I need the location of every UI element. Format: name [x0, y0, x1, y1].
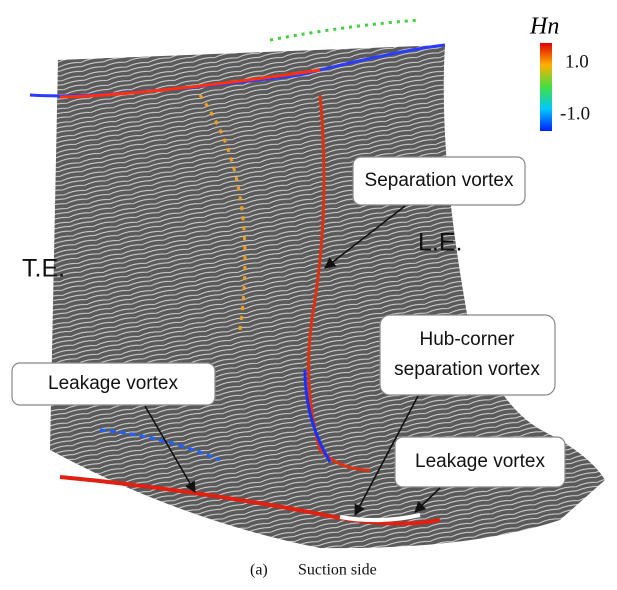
colorbar-tick: 1.0: [565, 51, 589, 72]
colorbar: [540, 43, 552, 131]
colorbar-tick: -1.0: [560, 103, 590, 124]
te-label: T.E.: [22, 255, 65, 283]
callout-text: Hub-corner: [419, 329, 515, 350]
caption-panel: (a): [250, 562, 268, 579]
callout-text: Separation vortex: [365, 170, 514, 191]
callout-text: Leakage vortex: [48, 373, 178, 394]
callout-box: [380, 315, 555, 395]
callout-text: Leakage vortex: [415, 451, 545, 472]
figure: Hn 1.0 -1.0 T.E. L.E. Separation vortex …: [0, 0, 617, 590]
caption-text: Suction side: [298, 562, 377, 579]
callout-text: separation vortex: [394, 359, 540, 380]
le-label: L.E.: [418, 229, 462, 257]
colorbar-title: Hn: [529, 14, 559, 40]
